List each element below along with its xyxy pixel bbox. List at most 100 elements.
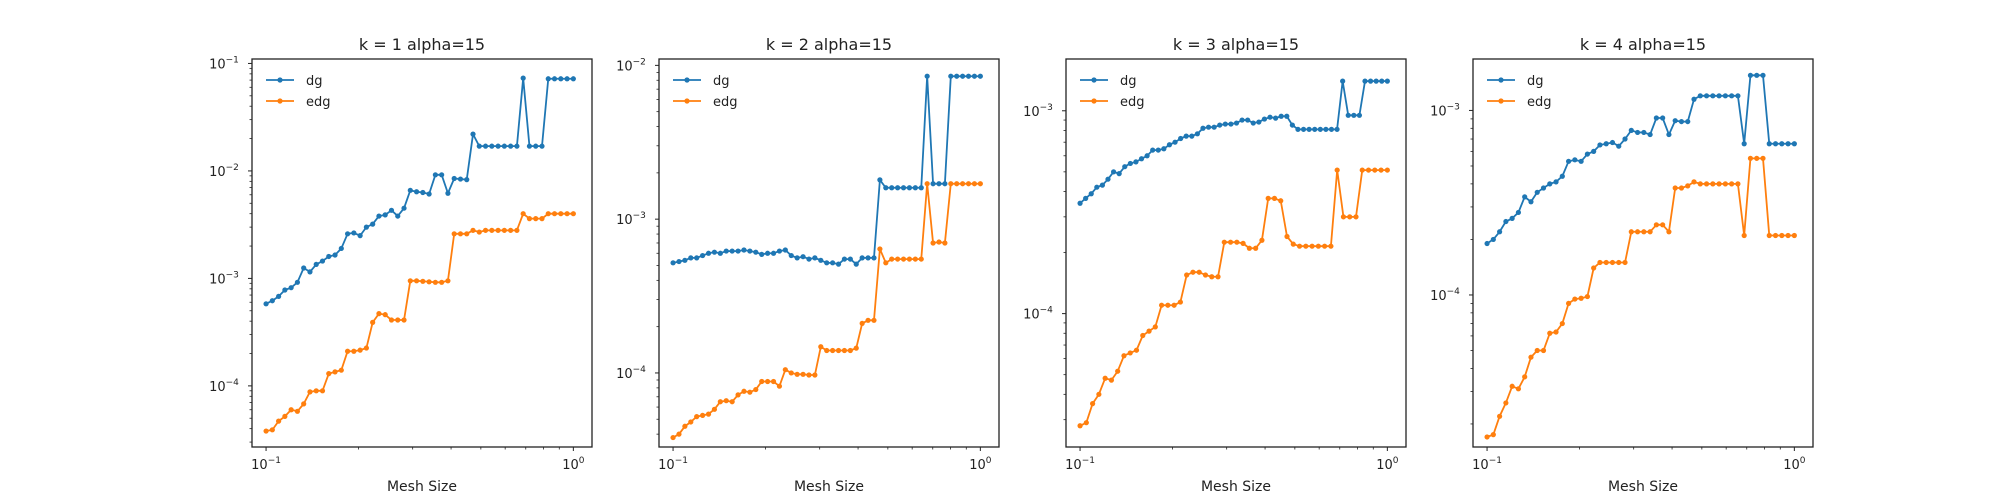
data-point-dg	[1490, 236, 1496, 243]
data-point-edg	[370, 319, 376, 325]
data-point-edg	[818, 344, 824, 350]
data-point-dg	[830, 260, 836, 266]
data-point-dg	[382, 212, 388, 218]
legend-label-dg: dg	[713, 74, 730, 89]
legend-label-edg: edg	[713, 95, 738, 110]
data-point-dg	[1672, 118, 1678, 124]
data-point-dg	[676, 258, 682, 265]
data-point-edg	[539, 216, 545, 222]
data-point-edg	[514, 227, 520, 233]
data-point-dg	[700, 252, 706, 259]
data-point-dg	[782, 247, 788, 253]
data-point-edg	[676, 431, 682, 437]
data-point-edg	[1196, 269, 1202, 275]
data-point-dg	[776, 248, 783, 254]
data-point-dg	[539, 143, 545, 149]
data-point-edg	[1083, 420, 1089, 426]
data-point-edg	[326, 371, 332, 377]
data-point-dg	[564, 76, 570, 82]
data-point-dg	[276, 293, 282, 300]
data-point-edg	[432, 279, 438, 285]
data-point-dg	[942, 181, 948, 187]
x-axis-label: Mesh Size	[1201, 479, 1271, 495]
data-point-edg	[800, 371, 806, 377]
data-point-dg	[570, 76, 576, 82]
data-point-dg	[451, 175, 457, 182]
legend-marker-edg	[684, 98, 690, 104]
data-point-dg	[770, 250, 777, 256]
data-point-dg	[1178, 135, 1184, 142]
data-point-dg	[1597, 142, 1603, 148]
data-point-edg	[1259, 237, 1265, 243]
data-point-edg	[1641, 229, 1647, 235]
data-point-edg	[682, 423, 688, 429]
data-point-dg	[1373, 78, 1379, 84]
x-axis-label: Mesh Size	[387, 479, 457, 495]
legend-label-edg: edg	[306, 95, 331, 110]
data-point-edg	[717, 399, 723, 405]
data-point-edg	[445, 278, 451, 284]
data-point-edg	[1559, 320, 1565, 327]
data-point-dg	[370, 221, 376, 227]
chart-title: k = 4 alpha=15	[1580, 35, 1706, 54]
data-point-dg	[1122, 164, 1128, 170]
data-point-edg	[1540, 347, 1547, 354]
data-point-dg	[954, 73, 960, 79]
data-point-edg	[263, 428, 269, 434]
data-point-edg	[307, 389, 313, 395]
data-point-edg	[1716, 181, 1722, 187]
data-point-dg	[889, 185, 895, 191]
data-point-dg	[1345, 112, 1351, 118]
data-point-edg	[1572, 296, 1578, 302]
data-point-dg	[332, 252, 338, 258]
data-point-edg	[1578, 295, 1584, 301]
data-point-dg	[464, 177, 470, 183]
data-point-dg	[965, 73, 972, 79]
data-point-dg	[1735, 93, 1741, 99]
data-point-edg	[1672, 185, 1678, 191]
data-point-edg	[770, 378, 777, 385]
data-point-edg	[1490, 432, 1496, 438]
data-point-dg	[1653, 115, 1659, 121]
data-point-edg	[1165, 302, 1171, 308]
data-point-dg	[1484, 240, 1490, 247]
data-point-dg	[363, 224, 369, 230]
data-point-edg	[470, 227, 476, 233]
data-point-dg	[1250, 120, 1256, 126]
data-point-edg	[1735, 181, 1741, 187]
data-point-dg	[551, 76, 558, 82]
data-point-dg	[1228, 121, 1234, 127]
data-point-dg	[1572, 157, 1578, 163]
data-point-edg	[835, 347, 842, 354]
data-point-dg	[1760, 72, 1766, 78]
data-point-dg	[514, 143, 520, 149]
data-point-dg	[800, 254, 806, 260]
data-point-dg	[338, 245, 344, 252]
data-point-edg	[753, 386, 759, 393]
data-point-dg	[319, 258, 326, 264]
data-point-edg	[1127, 350, 1133, 356]
data-point-edg	[294, 408, 301, 414]
data-point-dg	[1133, 159, 1139, 165]
data-point-edg	[700, 412, 706, 418]
data-point-edg	[1710, 181, 1716, 187]
data-point-dg	[1379, 78, 1385, 84]
data-point-edg	[1347, 214, 1353, 220]
data-point-dg	[1584, 151, 1590, 157]
data-point-edg	[376, 311, 382, 317]
axes-frame	[1472, 58, 1814, 448]
data-point-edg	[1597, 259, 1603, 266]
data-point-dg	[1083, 195, 1089, 201]
data-point-edg	[1372, 167, 1378, 173]
data-point-edg	[906, 256, 913, 262]
series-line-edg	[265, 212, 574, 432]
legend: dg edg	[1487, 74, 1552, 110]
data-point-dg	[558, 76, 564, 82]
data-point-dg	[263, 301, 269, 307]
data-point-dg	[883, 185, 889, 191]
data-point-dg	[1239, 117, 1245, 123]
data-point-edg	[1146, 328, 1152, 334]
data-point-edg	[841, 347, 848, 354]
data-point-edg	[520, 211, 526, 217]
series-line-edg	[1079, 169, 1388, 427]
